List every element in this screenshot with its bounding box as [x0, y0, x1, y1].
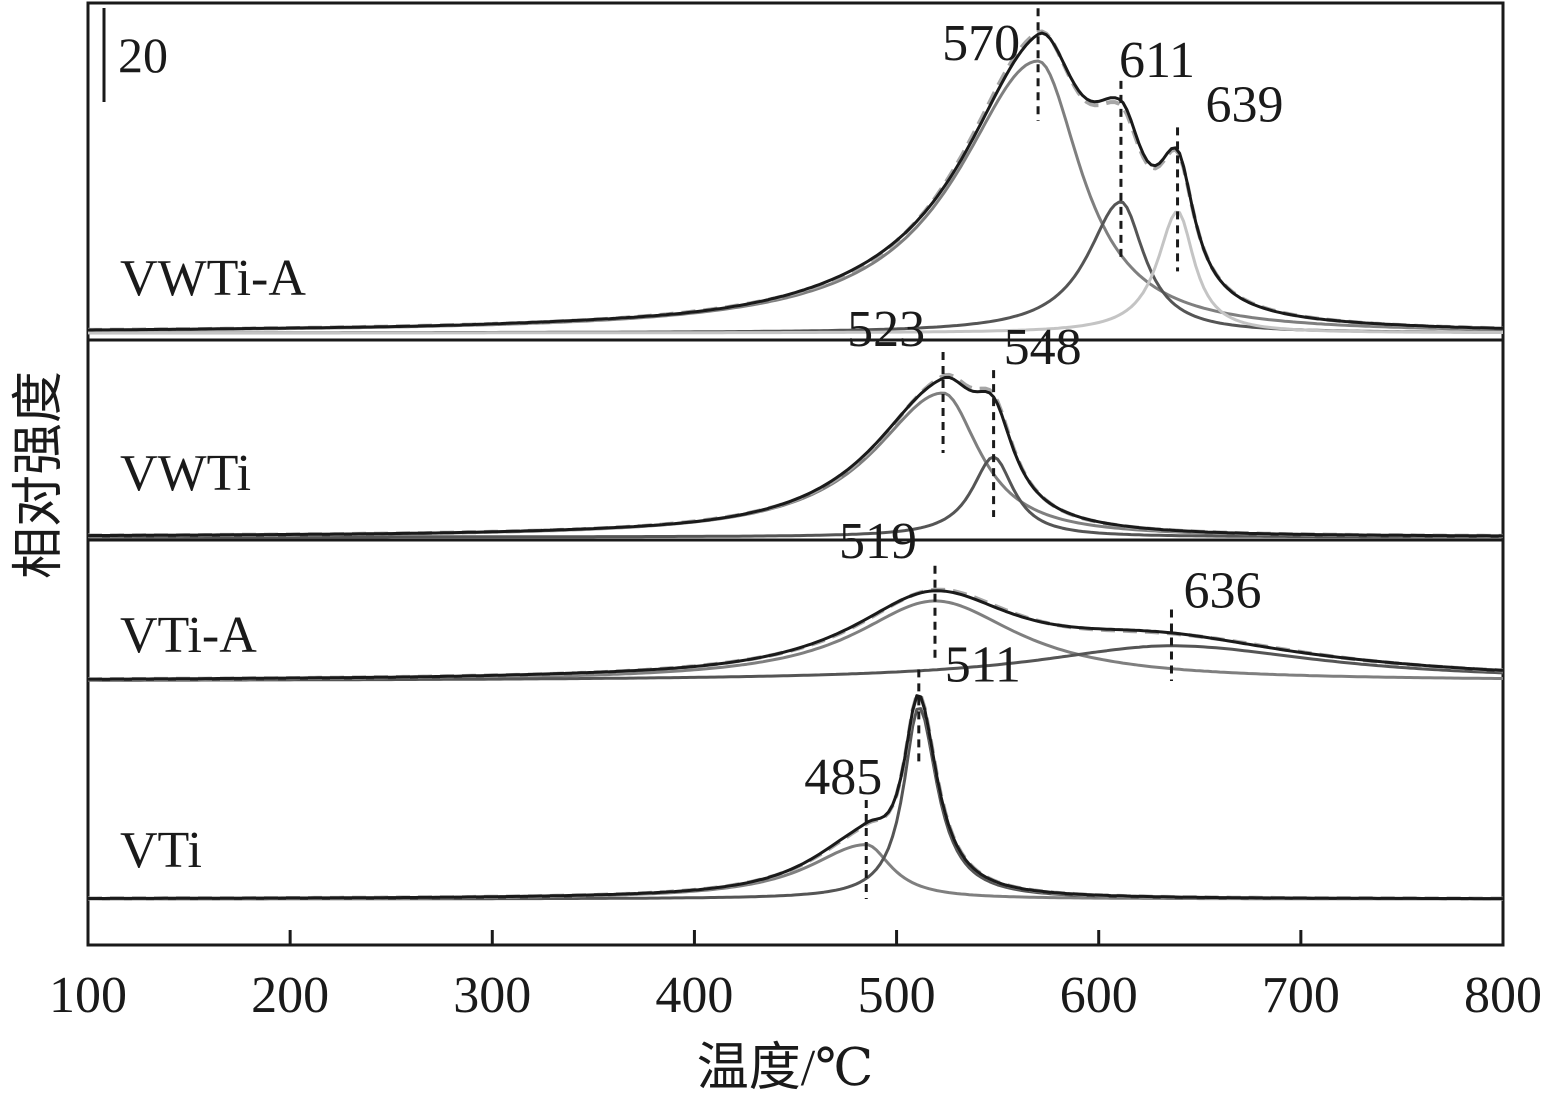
x-tick-label-600: 600	[1060, 967, 1138, 1024]
x-tick-label-100: 100	[49, 967, 127, 1024]
measured-curve-VWTi	[87, 375, 1503, 538]
component-curve-639	[88, 210, 1503, 335]
x-tick-label-200: 200	[251, 967, 329, 1024]
x-axis-label: 温度/℃	[697, 1040, 874, 1093]
component-curve-519	[88, 599, 1503, 682]
plot-frame	[86, 1, 1505, 947]
peak-label-639: 639	[1206, 76, 1284, 133]
fit-sum-curve-VTi-A	[88, 587, 1504, 682]
peak-label-570: 570	[942, 15, 1020, 72]
fit-sum-curve-VWTi	[88, 372, 1503, 538]
peak-label-511: 511	[945, 636, 1021, 693]
component-curve-636	[88, 644, 1504, 682]
peak-markers-layer	[864, 8, 1180, 899]
component-curve-548	[88, 455, 1503, 539]
peak-label-523: 523	[847, 301, 925, 358]
sample-name-VTi: VTi	[120, 822, 202, 879]
measured-curve-VWTi-A	[88, 31, 1504, 332]
scale-bar-label: 20	[118, 27, 168, 83]
peak-label-636: 636	[1183, 562, 1261, 619]
peak-label-485: 485	[804, 749, 882, 806]
sample-name-VWTi-A: VWTi-A	[120, 250, 306, 307]
sample-names-layer: VWTi-A VWTi VTi-A VTi	[120, 250, 306, 879]
component-curve-523	[88, 391, 1503, 538]
panel-separators	[88, 338, 1503, 542]
x-tick-label-500: 500	[858, 967, 936, 1024]
x-tick-label-700: 700	[1262, 967, 1340, 1024]
x-axis: 100 200 300 400 500 600 700 800	[49, 930, 1542, 1024]
measured-curve-VTi	[88, 694, 1503, 901]
x-tick-label-300: 300	[453, 967, 531, 1024]
y-axis-label: 相对强度	[11, 371, 68, 579]
sample-name-VWTi: VWTi	[120, 445, 251, 502]
sample-name-VTi-A: VTi-A	[120, 607, 257, 664]
peak-label-548: 548	[1004, 319, 1082, 376]
measured-curve-VTi-A	[88, 589, 1504, 681]
peak-label-519: 519	[839, 513, 917, 570]
x-tick-label-800: 800	[1464, 967, 1542, 1024]
x-tick-label-400: 400	[655, 967, 733, 1024]
curves-layer	[87, 29, 1504, 901]
peak-label-611: 611	[1119, 32, 1195, 89]
component-curve-485	[87, 843, 1503, 901]
